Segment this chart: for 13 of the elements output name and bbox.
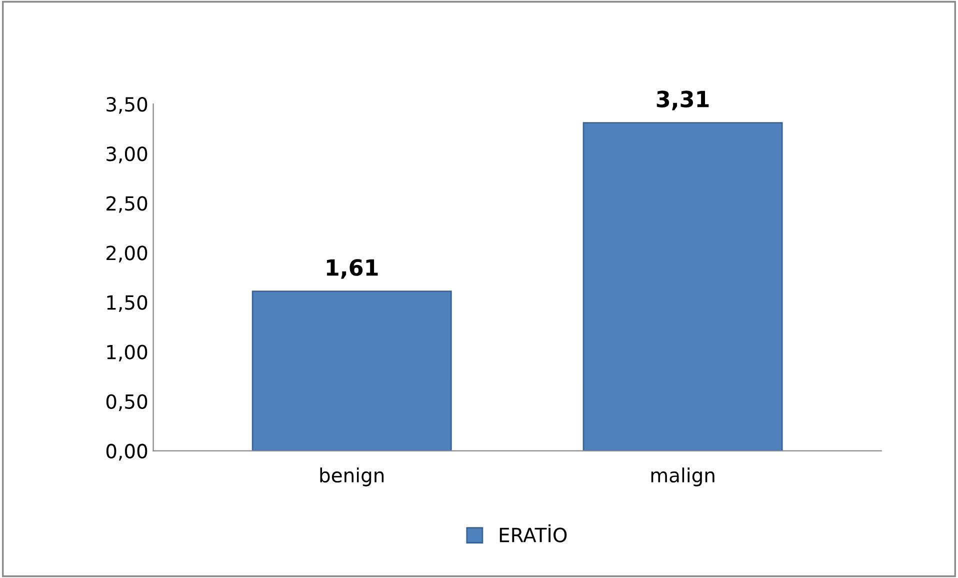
y-tick-label: 2,50 bbox=[106, 196, 148, 213]
y-tick-label: 1,00 bbox=[107, 344, 148, 362]
y-tick-label: 0,50 bbox=[106, 394, 148, 411]
y-tick-label: 3,50 bbox=[106, 96, 148, 114]
data-label: 3,31 bbox=[656, 90, 709, 110]
x-tick-label: benign bbox=[320, 468, 384, 486]
x-tick-label: malign bbox=[651, 468, 714, 486]
y-tick-label: 2,00 bbox=[106, 246, 148, 262]
data-label: 1,61 bbox=[326, 259, 378, 279]
y-tick-label: 1,50 bbox=[107, 295, 148, 312]
y-tick-label: 0,00 bbox=[106, 444, 148, 460]
legend-label: ERATİO bbox=[500, 524, 567, 542]
y-tick-label: 3,00 bbox=[106, 146, 148, 164]
